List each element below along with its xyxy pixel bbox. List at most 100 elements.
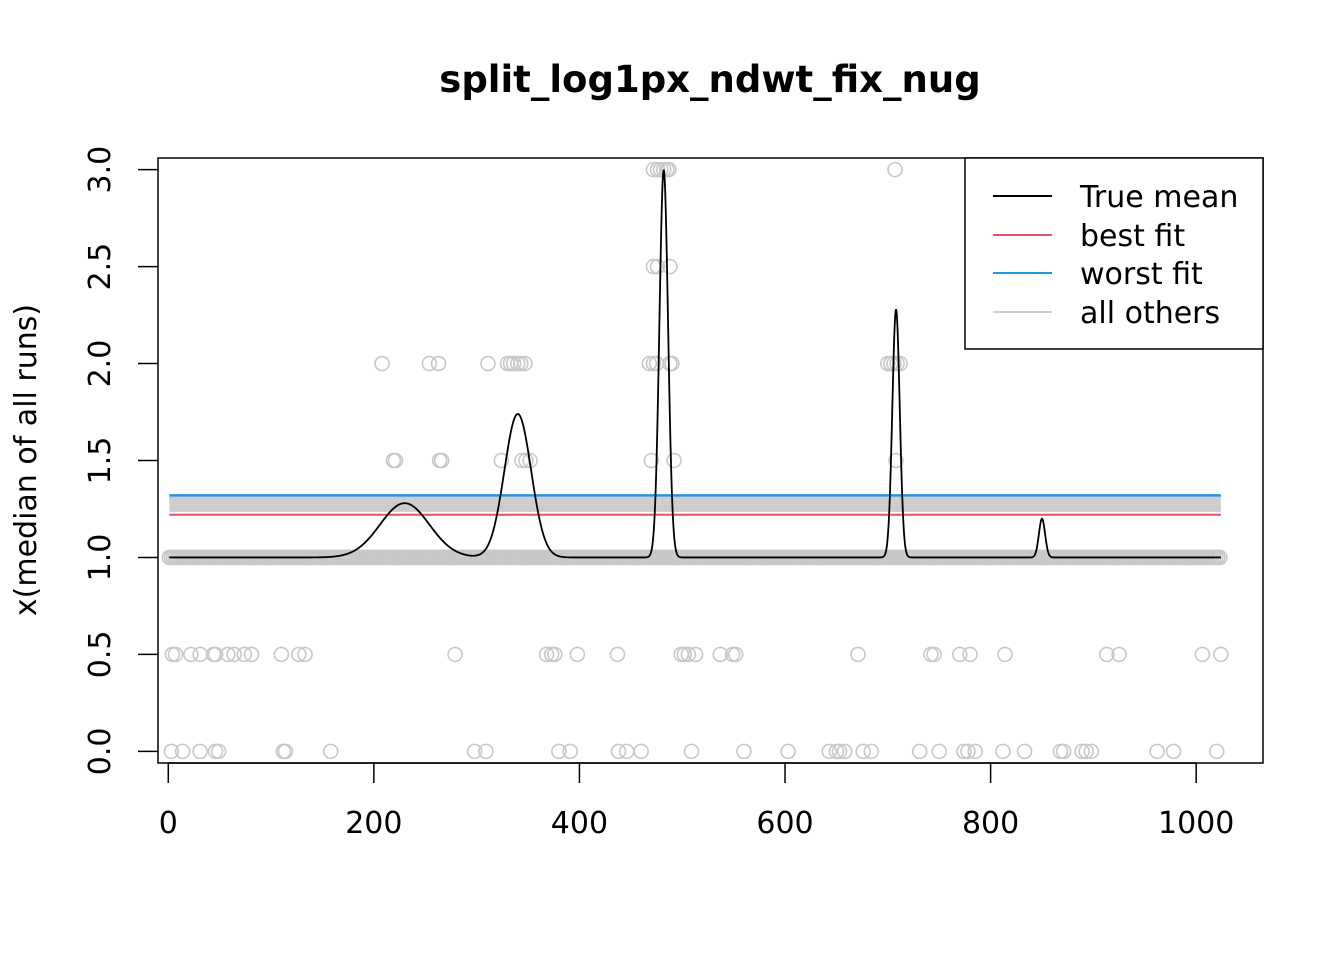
data-point	[736, 743, 752, 760]
data-point	[1078, 743, 1094, 760]
data-point	[210, 743, 227, 760]
data-point	[1208, 743, 1225, 760]
data-point	[609, 646, 626, 663]
data-point	[480, 355, 496, 372]
lines-layer	[169, 169, 1221, 559]
data-point	[610, 743, 627, 760]
data-point	[960, 743, 976, 760]
data-point	[374, 355, 390, 372]
x-tick-label: 800	[962, 806, 1019, 841]
data-point	[962, 646, 978, 663]
data-point	[1074, 743, 1090, 760]
data-point	[889, 355, 905, 372]
plot-frame	[157, 157, 1264, 764]
data-point	[633, 743, 649, 760]
data-point	[643, 452, 660, 469]
data-point	[466, 743, 483, 760]
true-mean-curve	[169, 169, 1221, 559]
data-point	[855, 743, 871, 760]
data-point	[167, 646, 184, 663]
x-tick-label: 400	[551, 806, 608, 841]
data-point	[243, 646, 260, 663]
data-point	[863, 743, 880, 760]
data-point	[926, 646, 942, 663]
data-point	[569, 646, 586, 663]
data-point	[430, 355, 447, 372]
x-tick-label: 600	[756, 806, 813, 841]
legend-label-worst-fit: worst fit	[1080, 257, 1203, 292]
data-point	[551, 743, 567, 760]
x-tick-label: 1000	[1158, 806, 1234, 841]
data-point	[649, 258, 666, 275]
y-tick-label: 0.5	[83, 631, 118, 679]
data-point	[641, 355, 658, 372]
data-point	[888, 452, 904, 469]
data-point	[538, 646, 555, 663]
data-point	[1016, 743, 1033, 760]
chart-title: split_log1px_ndwt_fix_nug	[439, 58, 980, 101]
data-point	[676, 646, 693, 663]
data-point	[931, 743, 948, 760]
y-axis-label: x(median of all runs)	[9, 304, 44, 616]
data-point	[433, 452, 450, 469]
data-point	[505, 355, 522, 372]
legend-box	[964, 157, 1264, 350]
data-point	[995, 743, 1011, 760]
data-point	[780, 743, 796, 760]
data-point	[174, 743, 191, 760]
data-point	[207, 646, 224, 663]
data-point	[163, 743, 180, 760]
x-tick-label: 0	[159, 806, 178, 841]
data-point	[911, 743, 928, 760]
data-point	[1149, 743, 1165, 760]
data-point	[618, 743, 635, 760]
data-point	[666, 452, 682, 469]
data-point	[192, 646, 208, 663]
data-point	[236, 646, 253, 663]
data-point	[951, 646, 968, 663]
data-point	[956, 743, 972, 760]
data-point	[821, 743, 838, 760]
data-point	[546, 646, 563, 663]
data-point	[183, 646, 199, 663]
data-point	[1052, 743, 1069, 760]
legend: True mean best fit worst fit all others	[964, 157, 1264, 350]
data-point	[220, 646, 236, 663]
data-point	[923, 646, 939, 663]
data-point	[680, 646, 697, 663]
data-point	[664, 355, 680, 372]
y-tick-label: 2.0	[83, 340, 118, 388]
data-point	[661, 161, 677, 178]
data-point	[513, 355, 529, 372]
data-point	[478, 743, 494, 760]
data-point	[727, 646, 744, 663]
data-point	[850, 646, 866, 663]
legend-label-true-mean: True mean	[1079, 180, 1238, 215]
data-point	[662, 258, 678, 275]
data-point	[277, 743, 294, 760]
data-point	[291, 646, 307, 663]
data-point	[1213, 646, 1229, 663]
y-tick-label: 1.0	[83, 534, 118, 582]
data-point	[1194, 646, 1211, 663]
data-point	[387, 452, 404, 469]
data-point	[1111, 646, 1127, 663]
y-tick-label: 2.5	[83, 243, 118, 291]
legend-label-best-fit: best fit	[1080, 219, 1185, 254]
data-point	[836, 743, 853, 760]
y-tick-label: 0.0	[83, 728, 118, 776]
data-point	[322, 743, 339, 760]
data-point	[831, 743, 848, 760]
data-point	[297, 646, 313, 663]
data-point	[1165, 743, 1182, 760]
y-tick-label: 3.0	[83, 146, 118, 194]
data-point	[226, 646, 242, 663]
data-point	[712, 646, 729, 663]
x-tick-label: 200	[345, 806, 402, 841]
data-point	[687, 646, 704, 663]
data-point	[493, 452, 510, 469]
data-point	[562, 743, 578, 760]
legend-label-all-others: all others	[1080, 296, 1220, 331]
data-point	[1055, 743, 1072, 760]
